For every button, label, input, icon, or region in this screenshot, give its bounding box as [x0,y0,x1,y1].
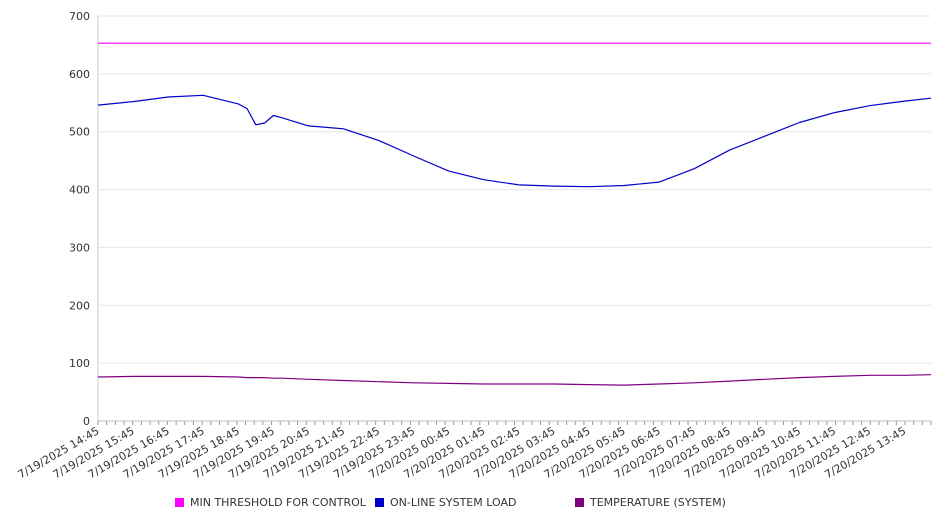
y-tick-label: 200 [69,299,90,312]
series-line-2 [97,374,932,386]
y-tick-label: 700 [69,10,90,23]
legend-item-min-threshold[interactable]: MIN THRESHOLD FOR CONTROL [175,496,366,509]
series-lines [97,42,932,386]
legend-item-system-load[interactable]: ON-LINE SYSTEM LOAD [375,496,516,509]
x-axis: 7/19/2025 14:457/19/2025 15:457/19/2025 … [16,420,932,481]
y-tick-label: 600 [69,68,90,81]
y-tick-label: 100 [69,357,90,370]
legend-swatch-system-load [375,498,384,507]
y-tick-label: 300 [69,241,90,254]
legend-swatch-min-threshold [175,498,184,507]
y-tick-label: 0 [83,415,90,428]
y-tick-label: 500 [69,126,90,139]
legend-swatch-temperature [575,498,584,507]
legend-label-min-threshold: MIN THRESHOLD FOR CONTROL [190,496,366,509]
y-axis: 0 100 200 300 400 500 600 700 [69,10,99,428]
legend-item-temperature[interactable]: TEMPERATURE (SYSTEM) [575,496,726,509]
series-line-1 [97,94,932,188]
legend-label-temperature: TEMPERATURE (SYSTEM) [590,496,726,509]
y-tick-label: 400 [69,184,90,197]
legend-label-system-load: ON-LINE SYSTEM LOAD [390,496,517,509]
legend: MIN THRESHOLD FOR CONTROL ON-LINE SYSTEM… [0,496,946,516]
gridlines [98,15,931,364]
